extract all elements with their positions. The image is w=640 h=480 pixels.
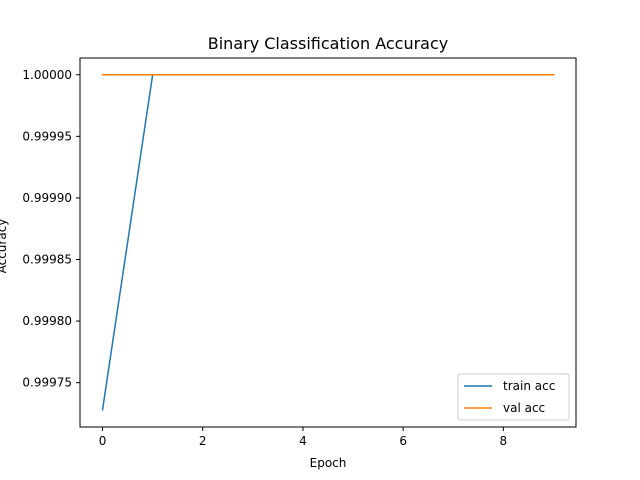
axes-frame bbox=[79, 57, 577, 428]
y-tick-label: 0.99995 bbox=[22, 129, 72, 143]
y-axis-label: Accuracy bbox=[0, 219, 9, 274]
x-axis-label: Epoch bbox=[310, 456, 347, 470]
legend: train acc val acc bbox=[457, 373, 570, 421]
y-axis: 0.99975 0.99980 0.99985 0.99990 0.99995 1.000… bbox=[22, 68, 80, 390]
x-tick-label: 6 bbox=[399, 434, 407, 448]
y-tick-label: 0.99975 bbox=[22, 376, 72, 390]
y-tick-label: 0.99990 bbox=[22, 191, 72, 205]
x-axis: 0 2 4 6 8 bbox=[99, 427, 507, 448]
x-tick-label: 8 bbox=[500, 434, 508, 448]
x-tick-label: 0 bbox=[99, 434, 107, 448]
y-tick-label: 0.99980 bbox=[22, 314, 72, 328]
y-tick-label: 1.00000 bbox=[22, 68, 72, 82]
series-lines bbox=[101, 74, 555, 411]
x-tick-label: 2 bbox=[199, 434, 207, 448]
chart-title: Binary Classification Accuracy bbox=[208, 34, 449, 53]
legend-label-val-acc: val acc bbox=[503, 401, 545, 415]
x-tick-label: 4 bbox=[299, 434, 307, 448]
legend-label-train-acc: train acc bbox=[503, 379, 555, 393]
y-tick-label: 0.99985 bbox=[22, 252, 72, 266]
